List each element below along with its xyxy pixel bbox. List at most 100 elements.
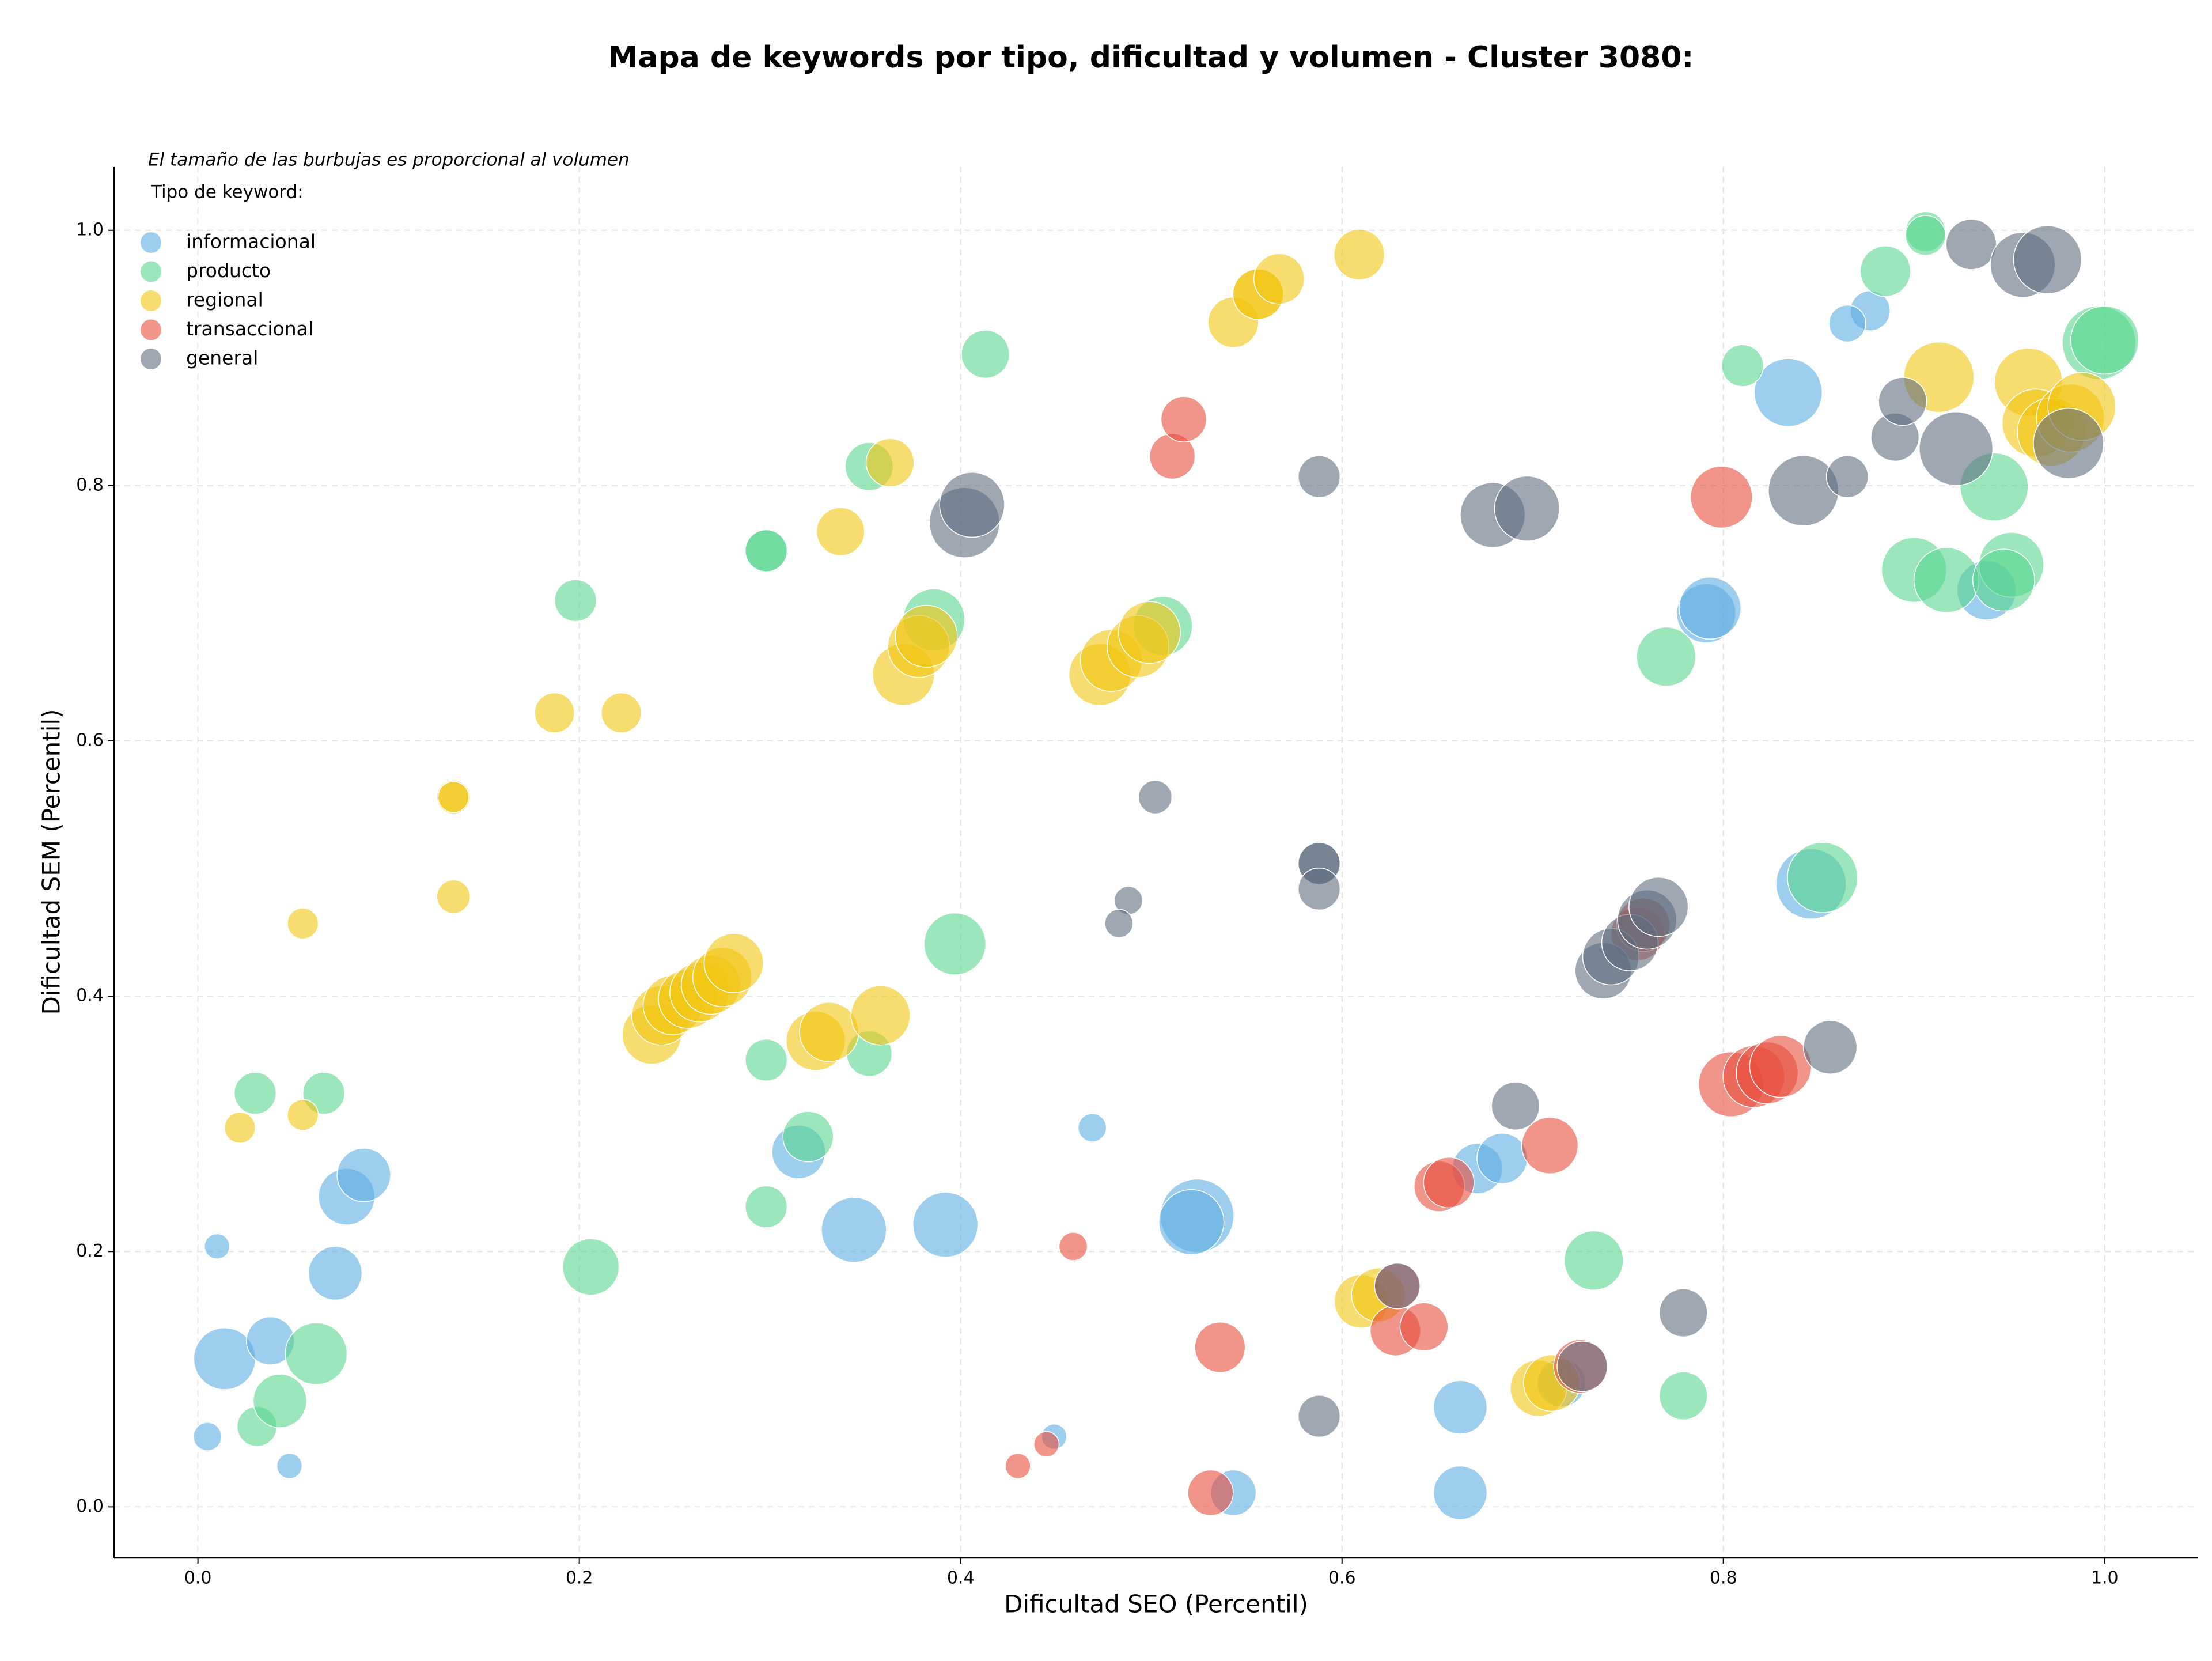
y-tick-label: 0.8: [76, 475, 104, 495]
bubble: [1521, 1117, 1579, 1175]
bubble: [437, 781, 469, 814]
bubble: [285, 1322, 348, 1385]
legend-label: regional: [186, 289, 263, 311]
legend-label: transaccional: [186, 317, 313, 340]
bubble: [1721, 344, 1764, 387]
bubble: [336, 1148, 391, 1202]
bubble: [276, 1452, 303, 1480]
bubble: [1077, 1113, 1107, 1142]
x-tick-label: 0.0: [184, 1568, 212, 1588]
bubble: [1253, 253, 1305, 305]
bubble: [744, 1038, 788, 1082]
bubble: [1194, 1321, 1246, 1374]
legend-marker: [141, 290, 161, 311]
bubble: [1905, 215, 1946, 256]
bubble: [1187, 1469, 1234, 1516]
legend: informacional producto regional transaccion…: [141, 230, 316, 369]
x-tick-label: 0.6: [1328, 1568, 1356, 1588]
y-tick-label: 0.0: [76, 1496, 104, 1516]
bubble: [1768, 455, 1839, 527]
legend-marker: [141, 319, 161, 340]
bubble: [1749, 1035, 1812, 1098]
bubble: [2070, 305, 2139, 375]
bubble: [850, 985, 911, 1046]
bubble: [252, 1374, 308, 1428]
bubble: [1945, 218, 1997, 270]
bubble: [233, 1072, 277, 1115]
bubble: [923, 912, 987, 975]
x-axis-label: Dificultad SEO (Percentil): [1004, 1590, 1308, 1618]
legend-marker: [141, 232, 161, 253]
bubble: [1878, 377, 1927, 426]
bubble: [2033, 408, 2104, 479]
bubble: [204, 1233, 230, 1260]
bubble: [1433, 1465, 1488, 1520]
bubble: [912, 1191, 979, 1258]
bubble: [1918, 411, 1994, 486]
bubble: [1828, 304, 1866, 343]
axes: 0.0 0.2 0.4 0.6 0.8 1.0 0.0 0.2 0.4 0.6 0.8 1.0: [76, 167, 2198, 1588]
bubble: [1859, 245, 1911, 297]
bubble: [865, 438, 915, 487]
y-tick-label: 0.2: [76, 1241, 104, 1261]
legend-label: producto: [186, 259, 271, 282]
bubble: [1802, 1020, 1858, 1074]
plot-area: [192, 211, 2139, 1520]
legend-label: general: [186, 347, 258, 369]
x-tick-label: 1.0: [2091, 1568, 2119, 1588]
y-tick-label: 0.6: [76, 731, 104, 751]
bubble: [1690, 466, 1753, 529]
chart-title: Mapa de keywords por tipo, dificultad y …: [608, 40, 1694, 75]
bubble: [1423, 1157, 1475, 1209]
y-tick-label: 0.4: [76, 986, 104, 1006]
bubble: [816, 507, 865, 557]
bubble: [1433, 1380, 1488, 1435]
legend-marker: [141, 349, 161, 369]
bubble: [1005, 1452, 1031, 1480]
bubble: [1628, 876, 1689, 937]
bubble: [1476, 1132, 1528, 1185]
bubble: [782, 1111, 834, 1163]
bubble: [2013, 225, 2082, 294]
bubble: [1494, 475, 1560, 542]
bubble: [1297, 455, 1341, 498]
bubble: [1563, 1230, 1624, 1291]
y-axis-label: Dificultad SEM (Percentil): [37, 709, 66, 1015]
x-tick-label: 0.4: [947, 1568, 975, 1588]
bubble: [192, 1422, 222, 1451]
bubble: [1033, 1431, 1060, 1458]
bubble: [1658, 1371, 1708, 1421]
bubble: [1138, 780, 1173, 815]
bubble: [1399, 1302, 1449, 1352]
bubble: [601, 692, 642, 733]
bubble: [1374, 1262, 1421, 1310]
legend-label: informacional: [186, 230, 316, 253]
annotation: El tamaño de las burbujas es proporciona…: [148, 150, 630, 171]
bubble: [821, 1197, 887, 1263]
bubble: [1825, 455, 1869, 498]
bubble: [534, 692, 575, 733]
bubble: [1160, 396, 1207, 442]
bubble: [799, 1002, 859, 1062]
bubble: [1297, 1394, 1341, 1438]
bubble: [1104, 909, 1134, 939]
bubble: [436, 879, 471, 914]
bubble: [562, 1238, 620, 1296]
bubble: [224, 1111, 256, 1144]
bubble: [1787, 842, 1858, 913]
bubble: [1753, 358, 1823, 427]
bubble: [1636, 626, 1696, 687]
bubble: [1556, 1341, 1608, 1393]
bubble: [1491, 1081, 1540, 1131]
bubble: [744, 529, 788, 572]
legend-marker: [141, 261, 161, 282]
bubble: [939, 471, 1005, 538]
bubble: [308, 1246, 363, 1301]
bubble: [1158, 1189, 1225, 1255]
bubble: [744, 1185, 788, 1228]
bubble: [554, 579, 597, 622]
bubble: [1679, 577, 1742, 640]
bubble: [287, 1099, 319, 1131]
y-tick-label: 1.0: [76, 220, 104, 240]
